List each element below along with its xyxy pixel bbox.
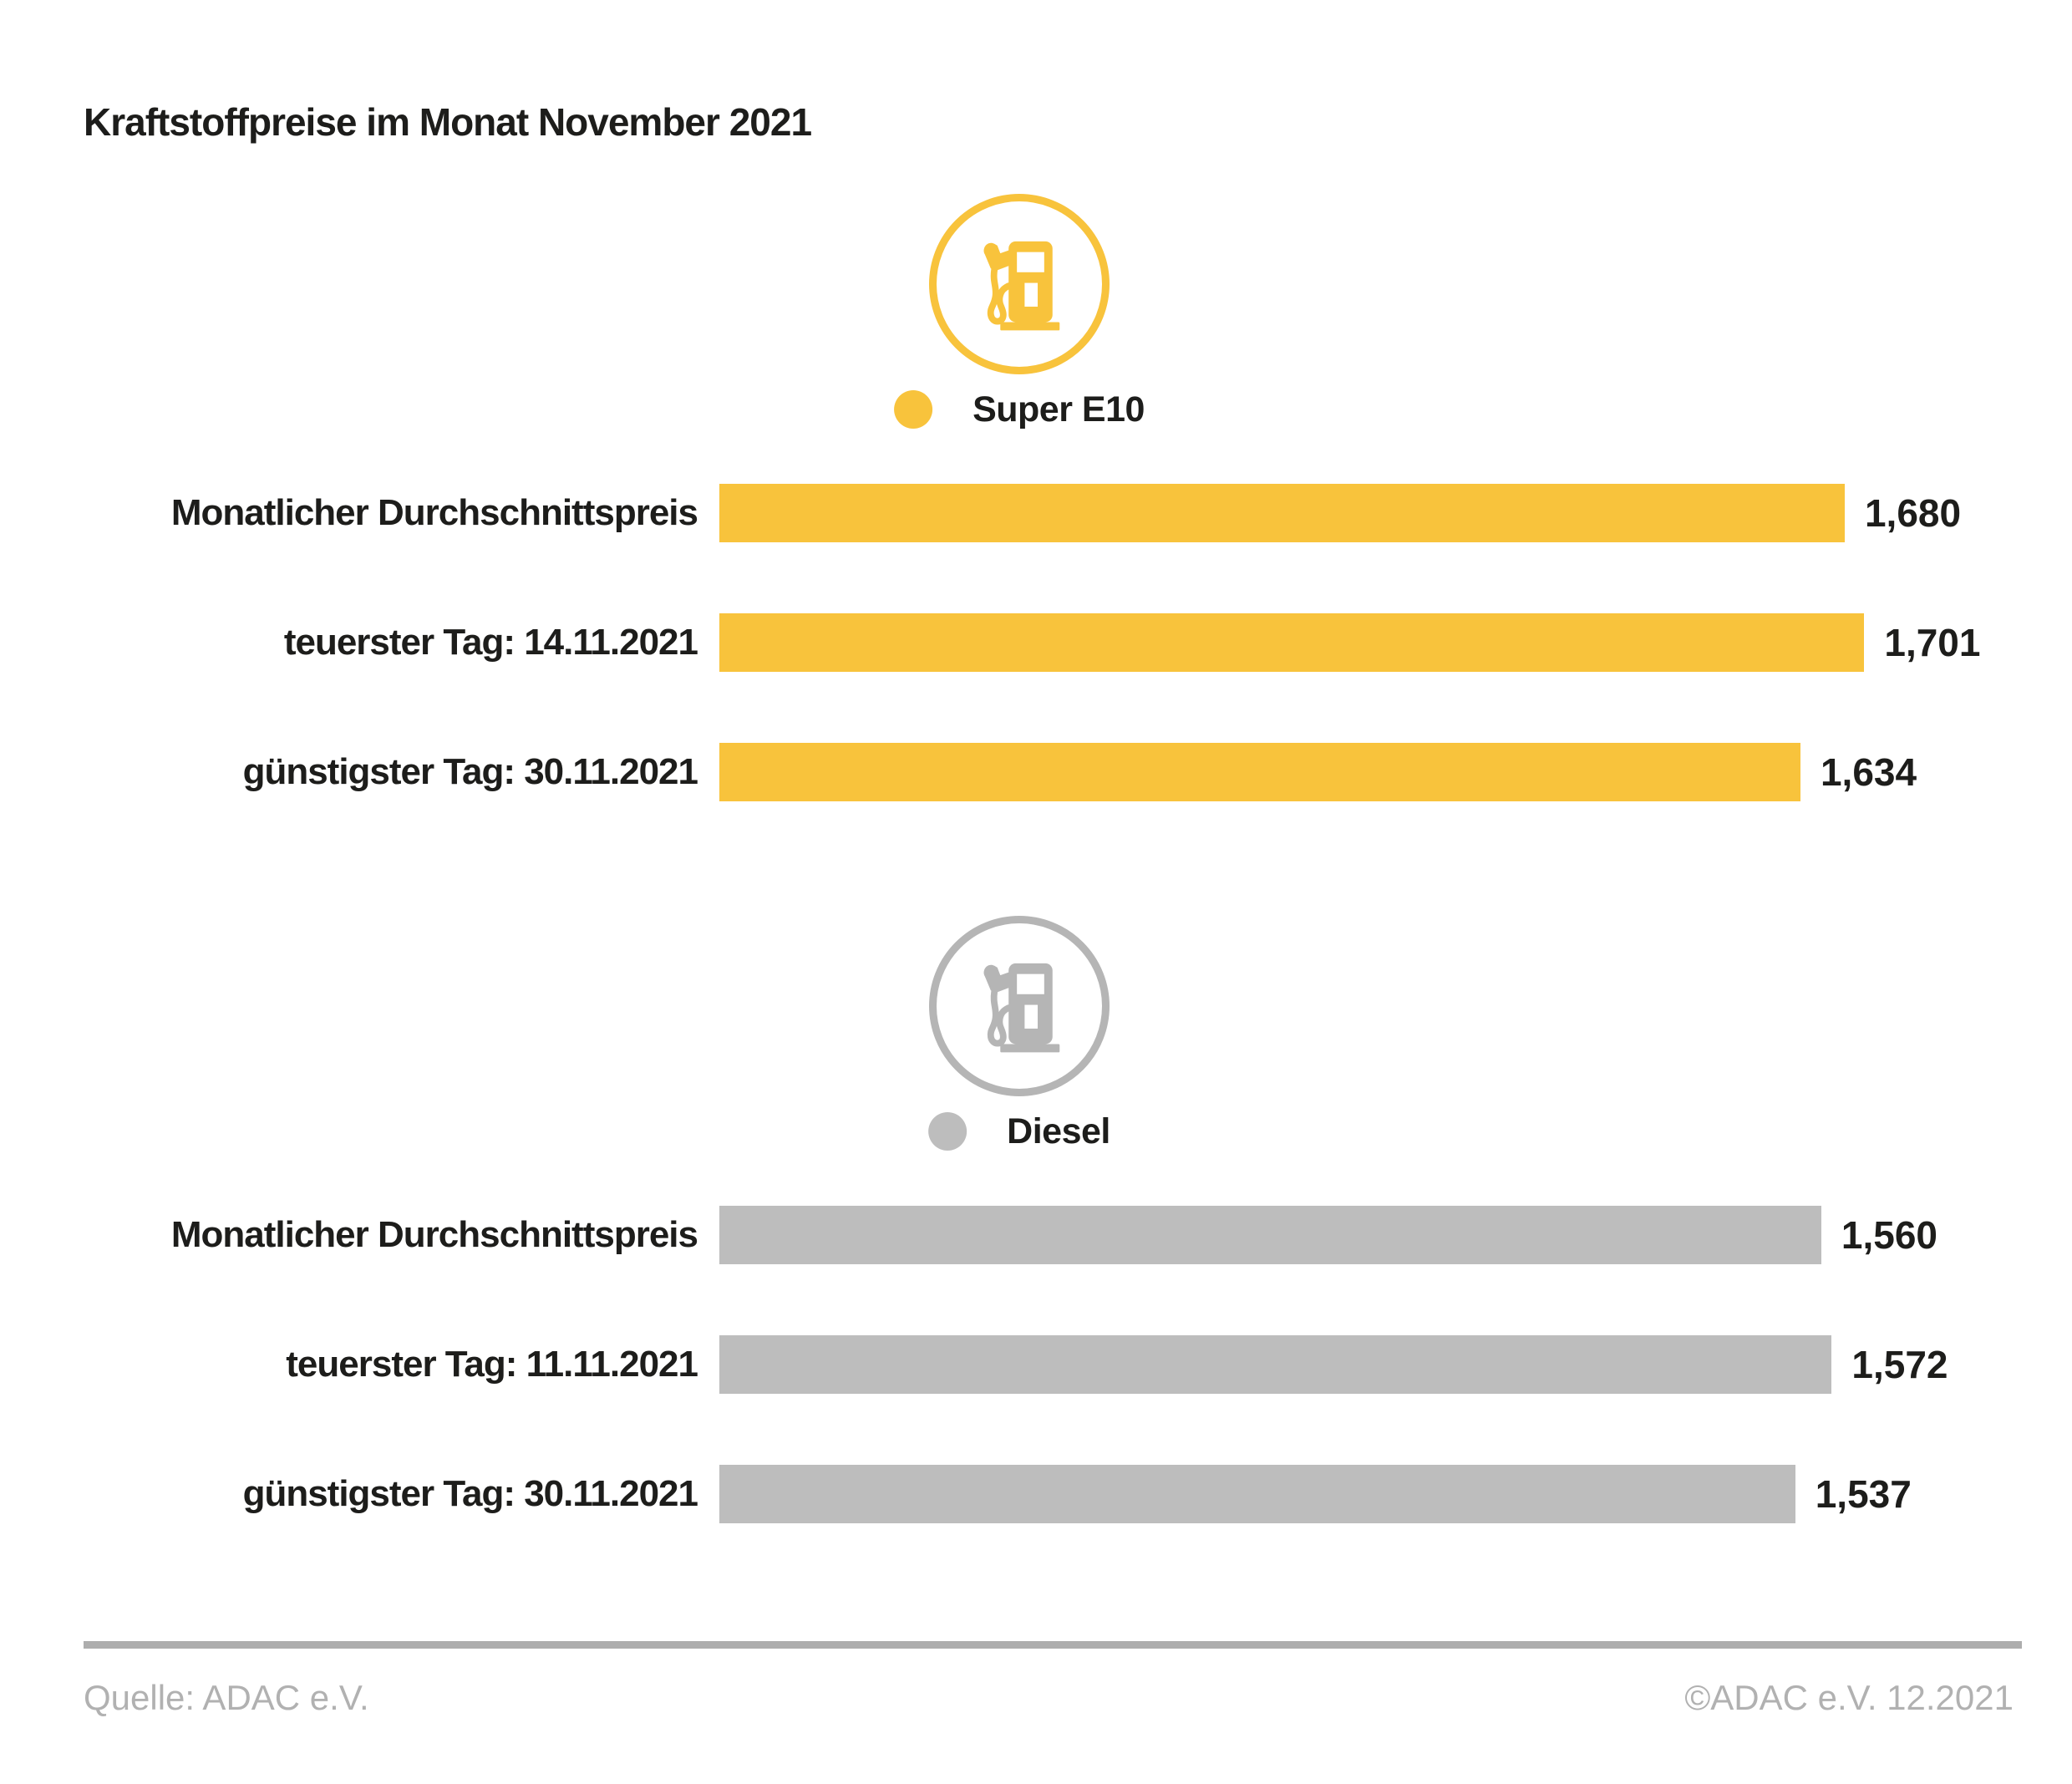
- page-title: Kraftstoffpreise im Monat November 2021: [84, 99, 812, 144]
- bar-track: 1,560: [719, 1206, 2022, 1264]
- bar-label: teuerster Tag: 11.11.2021: [286, 1344, 698, 1385]
- bar-value: 1,560: [1841, 1213, 1938, 1257]
- bar-label: Monatlicher Durchschnittspreis: [170, 1214, 698, 1255]
- legend: Super E10: [894, 389, 1145, 430]
- legend: Diesel: [928, 1111, 1110, 1152]
- bar-value: 1,634: [1820, 750, 1917, 794]
- legend-label: Diesel: [1007, 1111, 1110, 1151]
- bar: [719, 613, 1865, 672]
- copyright-note: ©ADAC e.V. 12.2021: [1684, 1678, 2014, 1717]
- bar-label: günstigster Tag: 30.11.2021: [242, 1473, 698, 1514]
- bar-track: 1,572: [719, 1335, 2022, 1394]
- bar: [719, 743, 1800, 801]
- fuel-pump-icon-super-e10: [929, 194, 1110, 374]
- legend-label: Super E10: [973, 389, 1145, 429]
- bar-track: 1,537: [719, 1465, 2022, 1523]
- bar-row: günstigster Tag: 30.11.2021 1,634: [84, 743, 2022, 801]
- bar-track: 1,680: [719, 484, 2022, 542]
- bar: [719, 484, 1845, 542]
- bar: [719, 1206, 1821, 1264]
- footer-divider: [84, 1641, 2022, 1649]
- source-note: Quelle: ADAC e.V.: [84, 1678, 369, 1717]
- bar-row: teuerster Tag: 14.11.2021 1,701: [84, 613, 2022, 672]
- bar-row: teuerster Tag: 11.11.2021 1,572: [84, 1335, 2022, 1394]
- bar-value: 1,572: [1851, 1343, 1948, 1386]
- bar-track: 1,634: [719, 743, 2022, 801]
- bar-label: günstigster Tag: 30.11.2021: [242, 751, 698, 792]
- bar: [719, 1465, 1795, 1523]
- bar-row: günstigster Tag: 30.11.2021 1,537: [84, 1465, 2022, 1523]
- legend-dot: [894, 390, 933, 429]
- bar: [719, 1335, 1832, 1394]
- bar-row: Monatlicher Durchschnittspreis 1,680: [84, 484, 2022, 542]
- bar-value: 1,680: [1864, 491, 1962, 535]
- bar-value: 1,701: [1884, 621, 1981, 664]
- fuel-pump-icon-diesel: [929, 916, 1110, 1096]
- bar-track: 1,701: [719, 613, 2022, 672]
- bar-value: 1,537: [1815, 1472, 1912, 1516]
- bar-label: Monatlicher Durchschnittspreis: [170, 492, 698, 533]
- bar-label: teuerster Tag: 14.11.2021: [283, 622, 698, 663]
- legend-dot: [928, 1112, 967, 1151]
- bar-row: Monatlicher Durchschnittspreis 1,560: [84, 1206, 2022, 1264]
